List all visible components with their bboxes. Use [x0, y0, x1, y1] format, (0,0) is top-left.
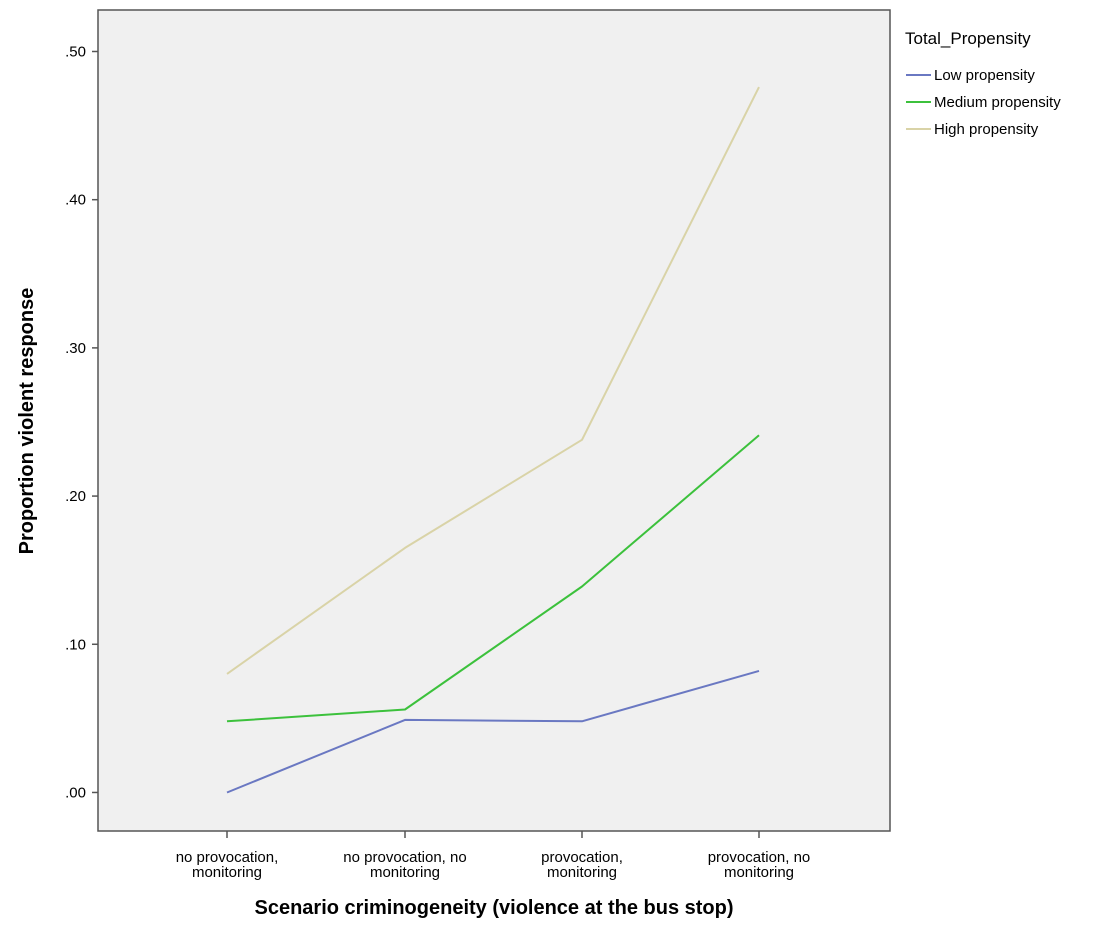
plot-area: [97, 9, 891, 832]
x-tick-label: monitoring: [724, 864, 794, 881]
series-line-high-propensity: [226, 86, 760, 675]
x-tick-label: monitoring: [370, 864, 440, 881]
legend: Total_Propensity Low propensity Medium pr…: [905, 29, 1061, 138]
x-tick-label: provocation,: [541, 849, 623, 866]
y-tick-label: .20: [65, 488, 86, 505]
x-tick-label: monitoring: [547, 864, 617, 881]
x-tick-label: provocation, no: [708, 849, 811, 866]
y-tick-label: .00: [65, 784, 86, 801]
x-axis-title: Scenario criminogeneity (violence at the…: [255, 897, 734, 919]
y-tick-label: .40: [65, 192, 86, 209]
y-tick-label: .10: [65, 636, 86, 653]
legend-label-medium-propensity: Medium propensity: [934, 94, 1061, 111]
x-tick-label: monitoring: [192, 864, 262, 881]
y-tick-label: .30: [65, 340, 86, 357]
legend-title: Total_Propensity: [905, 29, 1031, 48]
series-layer: [226, 86, 760, 794]
legend-label-low-propensity: Low propensity: [934, 67, 1035, 84]
x-tick-label: no provocation, no: [343, 849, 466, 866]
series-line-low-propensity: [226, 669, 760, 794]
y-axis: .00 .10 .20 .30 .40 .50: [65, 43, 98, 801]
x-tick-label: no provocation,: [176, 849, 279, 866]
legend-label-high-propensity: High propensity: [934, 121, 1039, 138]
series-line-medium-propensity: [226, 434, 760, 723]
y-tick-label: .50: [65, 43, 86, 60]
y-axis-title: Proportion violent response: [16, 288, 38, 555]
